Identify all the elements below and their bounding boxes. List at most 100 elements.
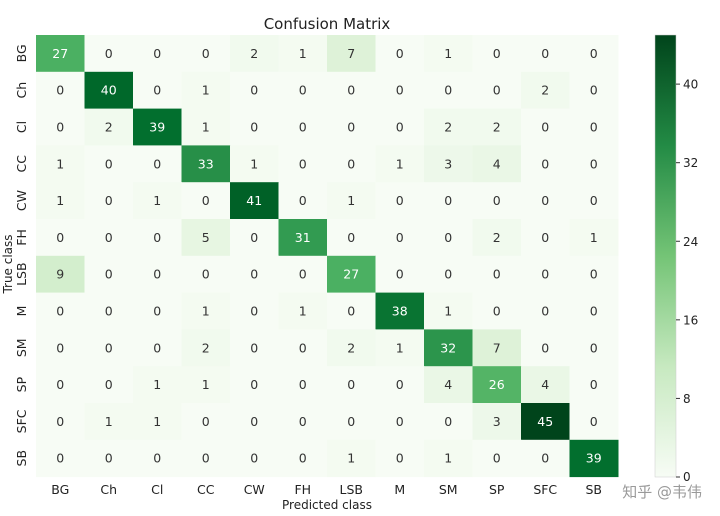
cell-value-label: 0: [299, 451, 307, 466]
heatmap-cell: [181, 145, 231, 183]
y-tick-label: LSB: [14, 262, 29, 285]
heatmap-cell: [133, 108, 182, 146]
cell-value-label: 0: [347, 230, 355, 245]
heatmap-cell: [36, 35, 85, 73]
heatmap-cell: [472, 403, 522, 441]
cell-value-label: 0: [396, 83, 404, 98]
heatmap-cell: [84, 439, 134, 478]
cell-value-label: 0: [444, 414, 452, 429]
heatmap-cell: [230, 108, 279, 146]
heatmap-cell: [375, 71, 425, 110]
cell-value-label: 4: [493, 156, 501, 171]
heatmap-cell: [181, 329, 231, 367]
cell-value-label: 33: [198, 156, 214, 171]
colorbar-tick-label: 32: [683, 156, 698, 170]
cell-value-label: 0: [396, 46, 404, 61]
cell-value-label: 7: [493, 340, 501, 355]
cell-value-label: 0: [541, 156, 549, 171]
cell-value-label: 0: [250, 83, 258, 98]
heatmap-cell: [521, 145, 570, 183]
cell-value-label: 0: [444, 193, 452, 208]
heatmap-cell: [375, 255, 425, 294]
cell-value-label: 9: [56, 267, 64, 282]
cell-value-label: 1: [153, 377, 161, 392]
cell-value-label: 41: [246, 193, 262, 208]
y-tick-label: M: [14, 306, 29, 317]
heatmap-cell: [133, 439, 182, 478]
heatmap-cell: [569, 71, 619, 110]
cell-value-label: 1: [299, 304, 307, 319]
cell-value-label: 2: [444, 120, 452, 135]
heatmap-cell: [84, 329, 134, 367]
heatmap-cell: [424, 71, 473, 110]
x-tick-label: CW: [244, 482, 265, 497]
heatmap-cell: [181, 403, 231, 441]
heatmap-cell: [472, 145, 522, 183]
heatmap-cell: [133, 71, 182, 110]
cell-value-label: 4: [541, 377, 549, 392]
cell-value-label: 0: [541, 230, 549, 245]
heatmap-cell: [327, 366, 376, 404]
heatmap-cell: [327, 35, 376, 73]
cell-value-label: 0: [105, 340, 113, 355]
heatmap-cell: [230, 366, 279, 404]
cell-value-label: 0: [396, 230, 404, 245]
cell-value-label: 0: [250, 414, 258, 429]
cell-value-label: 0: [396, 193, 404, 208]
heatmap-cell: [230, 182, 279, 220]
cell-value-label: 0: [299, 83, 307, 98]
heatmap-cell: [181, 366, 231, 404]
heatmap-cell: [181, 439, 231, 478]
watermark: 知乎 @韦伟: [622, 483, 702, 501]
cell-value-label: 0: [250, 304, 258, 319]
heatmap-cell: [181, 108, 231, 146]
cell-value-label: 0: [541, 120, 549, 135]
heatmap-cell: [569, 108, 619, 146]
heatmap-cell: [375, 145, 425, 183]
cell-value-label: 0: [105, 46, 113, 61]
heatmap-cell: [472, 71, 522, 110]
heatmap-cell: [133, 292, 182, 330]
cell-value-label: 0: [493, 304, 501, 319]
heatmap-cell: [84, 219, 134, 257]
cell-value-label: 0: [153, 83, 161, 98]
cell-value-label: 0: [202, 46, 210, 61]
heatmap-cell: [327, 403, 376, 441]
heatmap-cell: [36, 403, 85, 441]
cell-value-label: 0: [396, 120, 404, 135]
colorbar-ticks: 0 8 16 24 32 40: [676, 78, 698, 484]
cell-value-label: 0: [56, 230, 64, 245]
heatmap-cell: [278, 366, 328, 404]
y-tick-label: CW: [14, 190, 29, 211]
cell-value-label: 0: [299, 193, 307, 208]
cell-value-label: 0: [541, 267, 549, 282]
cell-value-label: 0: [590, 120, 598, 135]
cell-value-label: 2: [493, 120, 501, 135]
cell-value-label: 0: [493, 83, 501, 98]
cell-value-label: 0: [299, 120, 307, 135]
cell-value-label: 0: [493, 46, 501, 61]
x-tick-label: SM: [439, 482, 458, 497]
cell-value-label: 0: [153, 46, 161, 61]
heatmap-cell: [327, 219, 376, 257]
heatmap-cell: [424, 145, 473, 183]
heatmap-cell: [181, 219, 231, 257]
cell-value-label: 27: [343, 267, 359, 282]
heatmap-cell: [375, 35, 425, 73]
cell-value-label: 0: [56, 414, 64, 429]
cell-value-label: 2: [347, 340, 355, 355]
cell-value-label: 0: [250, 377, 258, 392]
heatmap-cell: [36, 219, 85, 257]
cell-value-label: 0: [347, 377, 355, 392]
heatmap-cell: [36, 71, 85, 110]
heatmap-cell-labels: 27 0 0 0 2 1 7 0 1 0 0 00 40 0 1 0 0 0 0 0 0 2 00 2 39 1 0 0 0 0 2 2 0 01…: [52, 46, 601, 466]
heatmap-cell: [278, 71, 328, 110]
cell-value-label: 27: [52, 46, 68, 61]
heatmap-cell: [36, 439, 85, 478]
heatmap-cell: [569, 292, 619, 330]
cell-value-label: 0: [396, 377, 404, 392]
heatmap-cell: [84, 35, 134, 73]
heatmap-cell: [36, 145, 85, 183]
x-tick-label: SFC: [533, 482, 557, 497]
cell-value-label: 0: [202, 267, 210, 282]
